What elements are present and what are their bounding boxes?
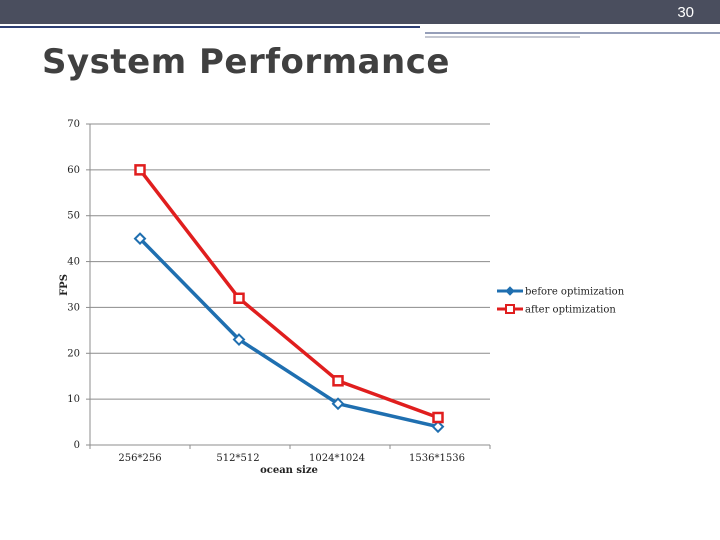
data-point-marker <box>233 292 245 305</box>
y-tick-label: 60 <box>67 165 80 176</box>
series-line-2 <box>138 168 439 420</box>
x-tick-labels: 256*256 512*512 1024*1024 1536*1536 <box>118 453 465 464</box>
series-line-1 <box>138 237 439 429</box>
data-point-marker <box>232 333 246 346</box>
x-tick-label: 256*256 <box>118 453 161 464</box>
data-point-marker <box>332 375 344 387</box>
slide-header-bar <box>0 0 720 24</box>
gridlines <box>86 123 491 449</box>
y-tick-label: 0 <box>74 440 80 451</box>
data-point-marker <box>133 232 147 246</box>
y-tick-label: 40 <box>67 257 80 268</box>
x-tick-label: 1536*1536 <box>409 453 465 464</box>
legend: before optimization after optimization <box>497 286 625 316</box>
data-point-marker <box>432 411 444 424</box>
slide-number: 30 <box>677 4 694 21</box>
y-tick-label: 70 <box>67 119 80 130</box>
y-tick-labels: 0 10 20 30 40 50 60 70 <box>67 119 80 451</box>
x-tick-label: 512*512 <box>216 453 259 464</box>
y-tick-label: 20 <box>67 348 80 359</box>
legend-label: before optimization <box>525 287 625 298</box>
legend-label: after optimization <box>525 305 616 316</box>
slide-title: System Performance <box>42 42 450 82</box>
header-decorative-lines <box>0 24 720 38</box>
legend-swatch-marker <box>505 286 515 296</box>
y-axis-title: FPS <box>59 274 70 296</box>
data-point-marker <box>331 397 345 411</box>
x-axis-title: ocean size <box>260 465 318 476</box>
data-point-marker <box>134 164 146 176</box>
series-lines <box>133 164 445 434</box>
data-point-marker <box>431 420 445 434</box>
y-tick-label: 30 <box>67 302 80 313</box>
y-tick-label: 50 <box>67 211 80 222</box>
x-tick-label: 1024*1024 <box>309 453 365 464</box>
legend-swatch-marker <box>505 304 515 314</box>
y-tick-label: 10 <box>67 394 80 405</box>
